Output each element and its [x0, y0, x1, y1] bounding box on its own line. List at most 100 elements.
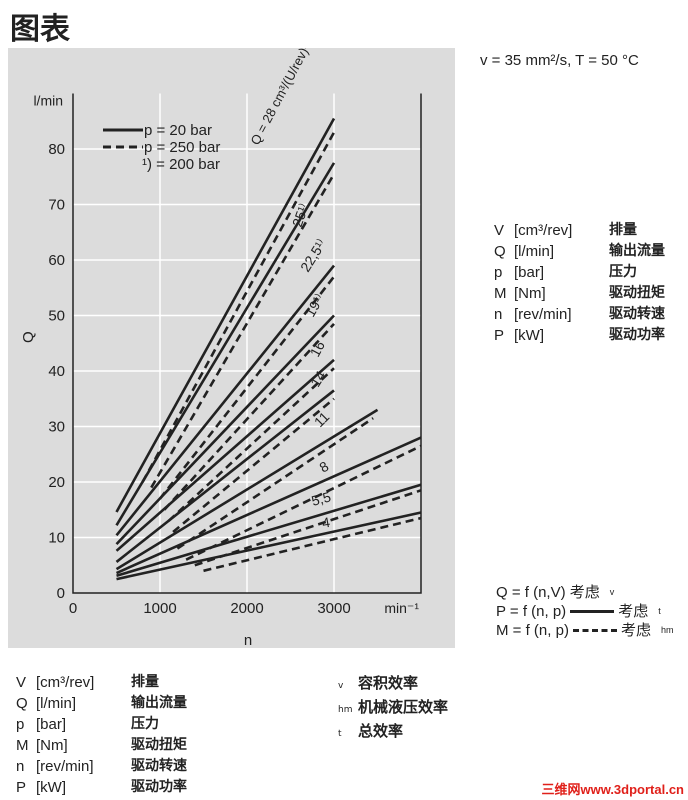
symbol-list-right: V [cm³/rev] 排量 Q [l/min] 输出流量 p [bar] 压力 M [Nm] 驱动扭…	[494, 220, 665, 346]
series-label: 22,5¹⁾	[297, 236, 329, 274]
fx-m: M = f (n, p)	[496, 622, 569, 639]
series-label: 8	[317, 458, 332, 476]
fx-p: P = f (n, p)	[496, 603, 567, 620]
x-tick-label: 1000	[143, 600, 176, 617]
symbol-desc: 输出流量	[131, 695, 187, 711]
symbol-desc: 驱动扭矩	[131, 737, 187, 753]
symbol-desc: 排量	[609, 222, 637, 238]
symbol-row: P [kW] 驱动功率	[16, 777, 187, 798]
symbol-unit: [l/min]	[514, 243, 555, 260]
solid-line-swatch	[570, 610, 615, 613]
series-dashed-4	[167, 367, 335, 522]
series-label: 25¹⁾	[289, 201, 312, 229]
symbol-desc: 排量	[131, 674, 159, 690]
series-label: Q = 28 cm³/(U/rev)¹⁾	[247, 48, 314, 147]
series-solid-6	[115, 408, 379, 571]
symbol-unit: [rev/min]	[36, 758, 94, 775]
efficiency-list: v 容积效率 hm 机械液压效率 t 总效率	[338, 674, 449, 740]
symbol-sym: Q	[16, 695, 28, 712]
symbol-sym: V	[494, 222, 505, 239]
symbol-unit: [cm³/rev]	[36, 674, 95, 691]
symbol-row: Q [l/min] 输出流量	[494, 241, 665, 262]
symbol-row: V [cm³/rev] 排量	[494, 220, 665, 241]
symbol-sym: P	[16, 779, 27, 796]
symbol-row: M [Nm] 驱动扭矩	[494, 283, 665, 304]
symbol-unit: [kW]	[514, 327, 544, 344]
symbol-sym: V	[16, 674, 27, 691]
fx-q: Q = f (n,V) 考虑	[496, 584, 600, 601]
symbol-row: M [Nm] 驱动扭矩	[16, 735, 187, 756]
series-label: 16	[307, 338, 329, 359]
series-label: 4	[321, 514, 332, 531]
series-solid-3	[115, 314, 335, 546]
y-tick-label: 0	[57, 585, 65, 602]
eff-total: 总效率	[358, 722, 404, 740]
symbol-desc: 输出流量	[609, 243, 665, 259]
chart-panel: 0 1000 2000 3000 0 10 20 30 40 50 60 70 80 l/min min⁻¹…	[8, 38, 455, 649]
symbol-sym: n	[16, 758, 25, 775]
legend-entry: p = 20 bar	[144, 122, 212, 139]
series-solid-5	[115, 389, 335, 563]
y-tick-label: 60	[48, 252, 65, 269]
series-dashed-9	[203, 516, 422, 573]
symbol-sym: p	[16, 716, 25, 733]
function-legend: Q = f (n,V) 考虑 v P = f (n, p) 考虑 t M = f (n…	[496, 584, 674, 639]
series-dashed-3	[163, 322, 335, 511]
symbol-desc: 驱动功率	[131, 779, 187, 795]
x-axis-label: n	[244, 632, 252, 648]
flow-chart: 0 1000 2000 3000 0 10 20 30 40 50 60 70 80 l/min min⁻¹…	[20, 38, 422, 649]
symbol-desc: 压力	[131, 716, 159, 732]
series-solid-7	[115, 436, 422, 575]
y-tick-label: 50	[48, 308, 65, 325]
symbol-desc: 压力	[609, 264, 637, 280]
symbol-unit: [l/min]	[36, 695, 77, 712]
series-label: 5,5	[310, 488, 333, 509]
symbol-list-bottom: V [cm³/rev] 排量 Q [l/min] 输出流量 p [bar] 压力 M [Nm] 驱动扭…	[16, 672, 187, 798]
symbol-row: V [cm³/rev] 排量	[16, 672, 187, 693]
x-tick-label: 3000	[317, 600, 350, 617]
y-tick-label: 30	[48, 419, 65, 436]
series-dashed-5	[172, 397, 335, 533]
y-unit: l/min	[33, 93, 63, 109]
symbol-sym: p	[494, 264, 503, 281]
symbol-unit: [Nm]	[514, 285, 546, 302]
symbol-row: Q [l/min] 输出流量	[16, 693, 187, 714]
symbol-row: p [bar] 压力	[494, 262, 665, 283]
symbol-desc: 驱动转速	[131, 758, 187, 774]
series-solid-1	[115, 162, 336, 526]
series-solid-0	[115, 117, 336, 513]
symbol-sym: P	[494, 327, 505, 344]
symbol-unit: [bar]	[514, 264, 545, 281]
symbol-unit: [bar]	[36, 716, 67, 733]
symbol-row: P [kW] 驱动功率	[494, 325, 665, 346]
page-title: 图表	[10, 12, 70, 47]
series-label: 14	[307, 368, 329, 390]
series-dashed-2	[158, 275, 336, 500]
symbol-row: n [rev/min] 驱动转速	[494, 304, 665, 325]
eff-volumetric: 容积效率	[358, 674, 419, 692]
series-dashed-7	[185, 444, 422, 561]
y-tick-label: 40	[48, 363, 65, 380]
series-solid-2	[115, 264, 336, 537]
x-unit: min⁻¹	[384, 600, 419, 616]
series-dashed-1	[150, 173, 336, 489]
symbol-unit: [kW]	[36, 779, 66, 796]
y-tick-label: 20	[48, 474, 65, 491]
symbol-unit: [cm³/rev]	[514, 222, 573, 239]
eff-hydromechanical: 机械液压效率	[358, 698, 449, 716]
symbol-row: p [bar] 压力	[16, 714, 187, 735]
legend-entry: ¹) = 200 bar	[142, 156, 220, 173]
axes	[72, 93, 422, 594]
symbol-unit: [Nm]	[36, 737, 68, 754]
watermark: 三维网www.3dportal.cn	[541, 782, 684, 797]
symbol-sym: M	[494, 285, 507, 302]
series-solid-8	[116, 483, 422, 578]
y-axis-label: Q	[20, 331, 37, 343]
symbol-sym: M	[16, 737, 29, 754]
dashed-line-swatch	[572, 629, 617, 632]
y-tick-label: 70	[48, 197, 65, 214]
series-dashed-0	[141, 131, 336, 483]
series-solid-4	[115, 358, 335, 552]
y-tick-label: 10	[48, 530, 65, 547]
series-dashed-6	[176, 417, 374, 550]
